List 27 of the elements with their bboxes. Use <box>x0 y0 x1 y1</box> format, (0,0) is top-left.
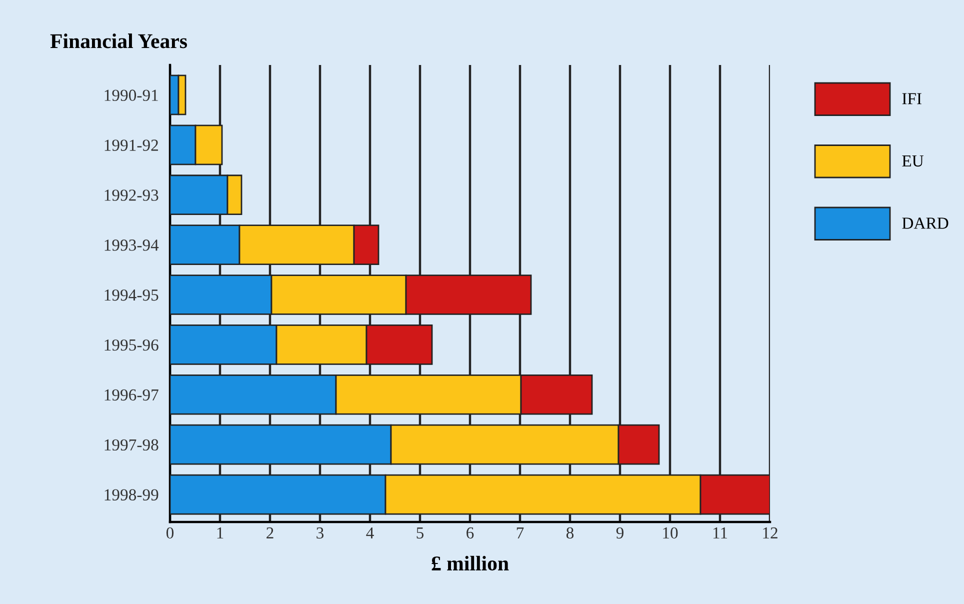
x-tick-label: 3 <box>316 527 324 539</box>
x-tick-label: 8 <box>566 527 574 539</box>
y-tick-label: 1990-91 <box>104 90 158 101</box>
x-tick-label: 11 <box>713 527 728 538</box>
legend-label: DARD <box>902 218 948 229</box>
x-axis-title: £ million <box>432 556 509 571</box>
legend-label: IFI <box>902 93 922 104</box>
x-tick-label: 5 <box>416 528 424 539</box>
chart-title: Financial Years <box>50 34 188 48</box>
x-tick-label: 6 <box>466 527 474 539</box>
x-tick-label: 10 <box>663 527 678 539</box>
x-tick-label: 7 <box>516 528 524 538</box>
x-tick-label: 12 <box>763 527 778 538</box>
legend-label: EU <box>902 156 924 167</box>
x-tick-label: 0 <box>166 527 174 539</box>
x-tick-label: 2 <box>266 527 274 538</box>
x-tick-label: 9 <box>616 527 624 539</box>
y-tick-label: 1991-92 <box>104 140 158 151</box>
y-tick-label: 1993-94 <box>104 240 159 251</box>
x-tick-label: 1 <box>217 527 224 538</box>
y-tick-label: 1998-99 <box>104 489 158 500</box>
x-tick-label: 4 <box>366 527 374 538</box>
y-tick-label: 1994-95 <box>104 289 158 301</box>
y-tick-label: 1995-96 <box>104 339 158 351</box>
y-tick-label: 1997-98 <box>104 439 158 451</box>
y-tick-label: 1992-93 <box>104 190 158 201</box>
y-tick-label: 1996-97 <box>104 389 158 401</box>
